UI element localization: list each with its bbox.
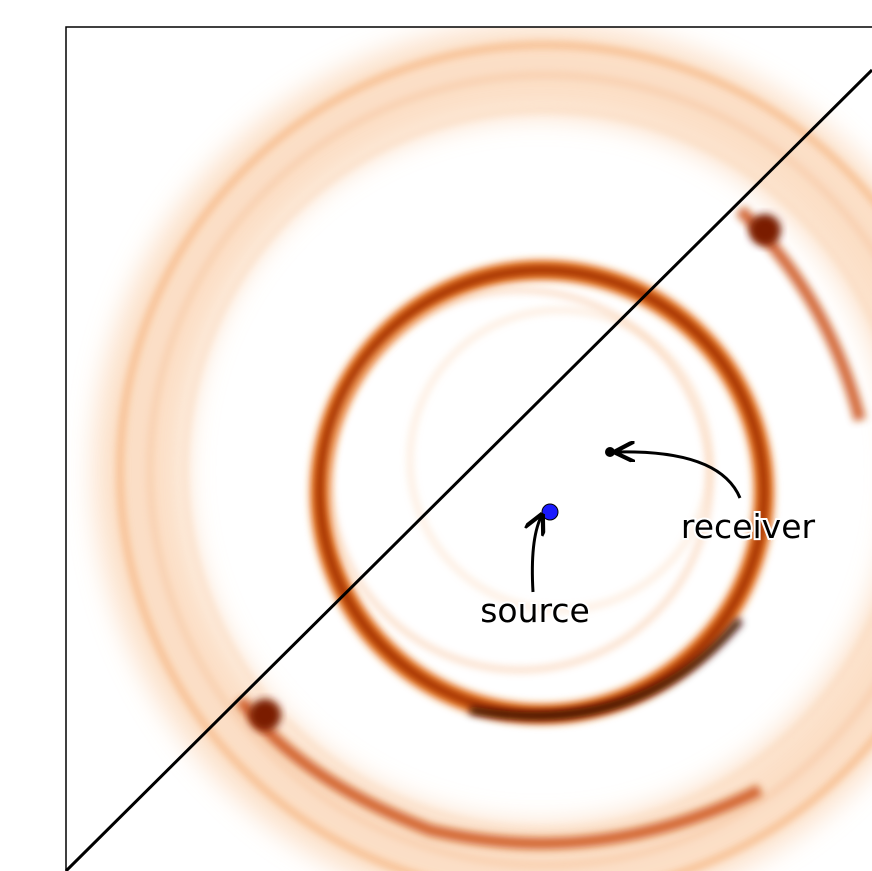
source-arrow bbox=[532, 517, 541, 592]
wavefield-figure: receiver source bbox=[0, 0, 872, 871]
source-label: source bbox=[480, 591, 590, 630]
receiver-arrow bbox=[618, 452, 740, 498]
receiver-point bbox=[605, 447, 615, 457]
source-point bbox=[542, 504, 558, 520]
receiver-label: receiver bbox=[681, 507, 816, 546]
page: receiver source (() => { const data = JS… bbox=[0, 0, 872, 871]
wavefield bbox=[120, 45, 872, 871]
